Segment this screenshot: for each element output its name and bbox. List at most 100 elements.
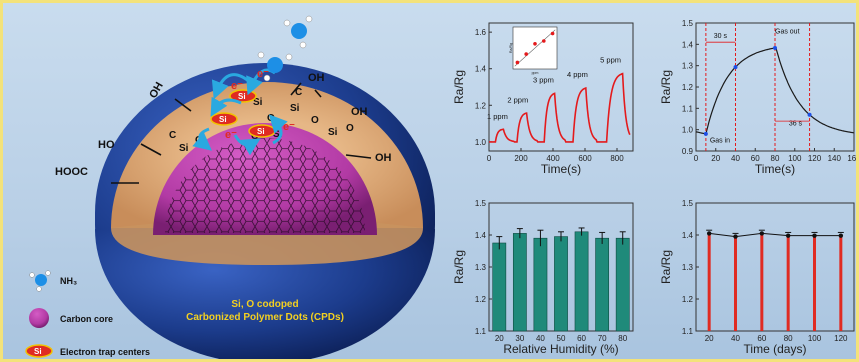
x-axis-label: Relative Humidity (%) (503, 342, 618, 356)
response-curve (489, 72, 631, 143)
plot-frame (695, 202, 855, 332)
atom-o-2: O (311, 115, 319, 126)
y-tick-label: 1.5 (682, 19, 694, 28)
y-tick-label: 1.0 (475, 138, 487, 147)
y-tick-label: 0.9 (682, 147, 694, 156)
humidity-bar (492, 242, 507, 332)
x-tick-label: 140 (828, 154, 842, 163)
x-tick-label: 600 (578, 154, 592, 163)
y-tick-label: 1.4 (475, 65, 487, 74)
legend-carbon-label: Carbon core (60, 314, 113, 324)
stability-point (838, 233, 844, 238)
x-axis-label: Time(s) (541, 162, 581, 176)
stability-point (785, 233, 791, 238)
x-tick-label: 50 (557, 334, 566, 343)
x-tick-label: 40 (536, 334, 545, 343)
x-tick-label: 80 (784, 334, 793, 343)
x-tick-label: 60 (577, 334, 586, 343)
legend-trap-label: Electron trap centers (60, 347, 150, 357)
inset-fit-line (514, 29, 556, 67)
y-axis-label: Ra/Rg (659, 70, 673, 104)
inset-calibration: ppm Ra/Rg (509, 26, 558, 75)
y-axis-label: Ra/Rg (452, 70, 466, 104)
peak-label: 2 ppm (507, 96, 528, 105)
ammonia-molecule-icon (29, 270, 51, 292)
y-tick-label: 1.5 (682, 199, 694, 208)
oh-group-2: OH (308, 72, 325, 84)
gas-out-label: Gas out (775, 29, 800, 36)
plot-frame (488, 22, 634, 152)
carbon-core-icon (29, 308, 49, 328)
chart-single-cycle: 0.9 1.0 1.1 1.2 1.3 1.4 1.5 0 20 40 60 80 100 120 140 1… (659, 19, 859, 176)
x-tick-label: 20 (495, 334, 504, 343)
x-axis-label: Time (days) (744, 342, 807, 356)
x-tick-label: 20 (705, 334, 714, 343)
y-tick-label: 1.1 (682, 327, 694, 336)
y-tick-label: 1.2 (475, 295, 487, 304)
recovery-time-label: 36 s (789, 120, 803, 127)
trap-badge-3: Si (257, 127, 265, 136)
y-axis-label: Ra/Rg (452, 250, 466, 284)
cpd-illustration: OH OH HO OH HOOC OH Si O Si O C Si O O S… (25, 15, 435, 359)
x-axis-label: Time(s) (755, 162, 795, 176)
carbon-core-hexagons (165, 138, 365, 233)
x-tick-label: 30 (515, 334, 524, 343)
sphere-lower-half (95, 229, 435, 359)
marker-point (733, 65, 738, 70)
x-tick-label: 100 (808, 334, 822, 343)
y-tick-label: 1.2 (682, 83, 694, 92)
humidity-bar (533, 237, 548, 332)
inset-point (515, 60, 520, 65)
y-tick-label: 1.3 (475, 263, 487, 272)
x-tick-label: 40 (731, 334, 740, 343)
x-tick-label: 800 (610, 154, 624, 163)
atom-si-1: Si (253, 97, 263, 108)
x-tick-label: 70 (598, 334, 607, 343)
peak-label: 3 ppm (533, 75, 554, 84)
y-tick-label: 1.4 (475, 231, 487, 240)
inset-point (524, 52, 528, 56)
inset-point (542, 39, 546, 43)
y-tick-label: 1.3 (682, 263, 694, 272)
y-tick-label: 1.4 (682, 40, 694, 49)
x-tick-label: 40 (731, 154, 740, 163)
atom-c-1: C (295, 87, 302, 98)
humidity-bar (512, 233, 527, 332)
stability-point (706, 231, 712, 236)
y-tick-label: 1.4 (682, 231, 694, 240)
peak-label: 4 ppm (567, 70, 588, 79)
x-tick-label: 200 (514, 154, 528, 163)
electron-label-3: e⁻ (225, 129, 237, 141)
atom-si-4: Si (179, 143, 189, 154)
humidity-bar (554, 236, 568, 332)
y-tick-label: 1.2 (682, 295, 694, 304)
atom-o-3: O (346, 123, 354, 134)
humidity-bar (574, 231, 589, 332)
inset-point (533, 42, 537, 46)
ammonia-molecule-icon (283, 15, 313, 49)
ho-group: HO (98, 139, 115, 151)
marker-point (703, 131, 708, 136)
atom-si-3: Si (328, 127, 338, 138)
x-tick-label: 160 (847, 154, 859, 163)
legend-nh3-label: NH₃ (60, 276, 77, 286)
stability-point (733, 234, 738, 239)
y-tick-label: 1.5 (475, 199, 487, 208)
y-tick-label: 1.0 (682, 126, 694, 135)
legend-trap-badge: Si (34, 347, 42, 356)
legend-trap-centers: Si Electron trap centers (25, 344, 150, 358)
inset-y-label: Ra/Rg (509, 43, 513, 53)
stability-point (759, 231, 765, 236)
x-tick-label: 80 (618, 334, 627, 343)
atom-c-2: C (169, 130, 176, 141)
response-time-label: 30 s (714, 33, 728, 40)
electron-label-4: e⁻ (283, 121, 295, 133)
y-tick-label: 1.1 (475, 327, 487, 336)
y-tick-label: 1.1 (682, 104, 694, 113)
atom-o-1: O (267, 113, 275, 124)
x-tick-label: 60 (757, 334, 766, 343)
chart-stability: 1.1 1.2 1.3 1.4 1.5 20 40 60 80 100 120 Time (days)… (659, 199, 855, 356)
cpd-caption-line1: Si, O codoped (231, 299, 298, 310)
